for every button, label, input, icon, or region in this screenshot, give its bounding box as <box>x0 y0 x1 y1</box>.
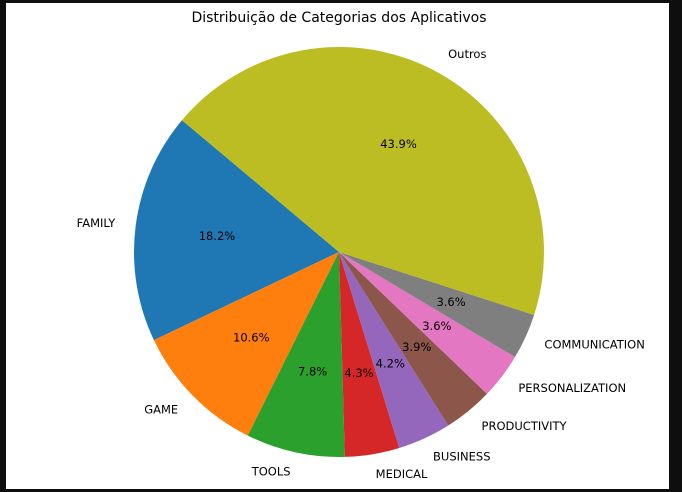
percentage-label-business: 4.2% <box>376 356 405 370</box>
percentage-label-tools: 7.8% <box>298 365 327 379</box>
pie-slice-outros <box>181 46 545 315</box>
pie-slice-medical <box>339 252 400 457</box>
pie-slice-personalization <box>339 252 516 394</box>
category-label-outros: Outros <box>448 47 486 61</box>
percentage-label-personalization: 3.6% <box>422 319 451 333</box>
category-label-productivity: PRODUCTIVITY <box>482 419 568 433</box>
chart-title: Distribuição de Categorias dos Aplicativ… <box>191 10 486 26</box>
pie-slice-communication <box>339 252 535 358</box>
percentage-label-productivity: 3.9% <box>402 340 431 354</box>
category-label-tools: TOOLS <box>251 465 291 479</box>
category-label-communication: COMMUNICATION <box>544 337 644 351</box>
pie-slice-tools <box>247 252 345 457</box>
pie-slice-business <box>339 252 449 448</box>
percentage-label-communication: 3.6% <box>436 295 465 309</box>
category-label-medical: MEDICAL <box>376 467 428 481</box>
category-label-game: GAME <box>144 403 178 417</box>
percentage-label-family: 18.2% <box>199 229 236 243</box>
pie-slices <box>134 46 545 457</box>
category-label-business: BUSINESS <box>433 449 490 463</box>
category-label-family: FAMILY <box>77 216 117 230</box>
percentage-label-medical: 4.3% <box>344 366 373 380</box>
percentage-labels: 18.2% 10.6% 7.8% 4.3%4.2% 3.9% 3.6% 3.6% 43.9% <box>199 137 466 380</box>
category-labels: FAMILY GAME TOOLS MEDICAL BUSINESS PRODUCTIVI… <box>77 47 645 481</box>
category-label-personalization: PERSONALIZATION <box>518 381 626 395</box>
percentage-label-game: 10.6% <box>233 331 270 345</box>
pie-slice-family <box>134 120 339 341</box>
pie-slice-productivity <box>339 252 488 426</box>
percentage-label-outros: 43.9% <box>380 137 417 151</box>
pie-slice-game <box>153 252 339 436</box>
